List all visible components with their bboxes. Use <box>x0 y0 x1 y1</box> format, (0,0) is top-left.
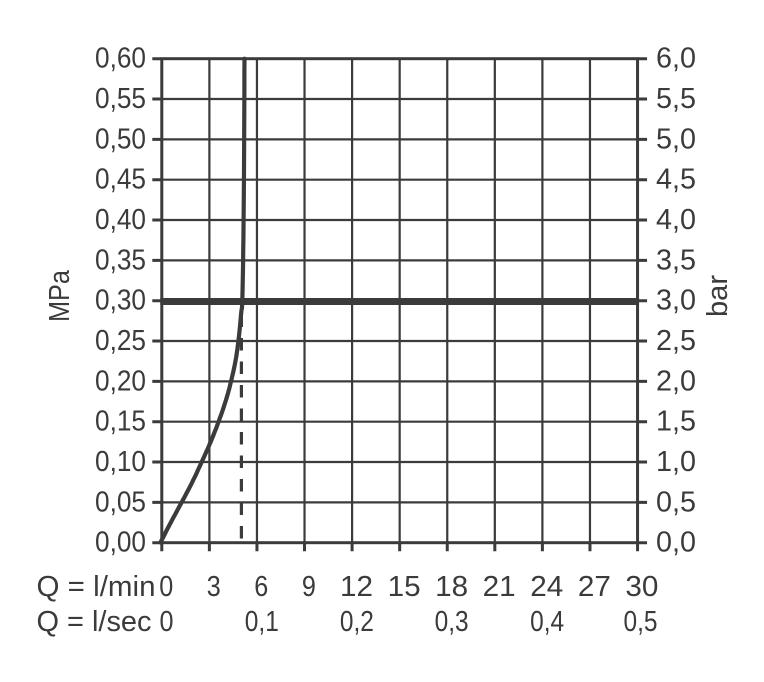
svg-text:1,5: 1,5 <box>656 406 696 438</box>
svg-text:9: 9 <box>302 571 316 603</box>
svg-text:Q = l/min: Q = l/min <box>37 571 156 603</box>
svg-text:12: 12 <box>340 571 373 603</box>
svg-text:3,0: 3,0 <box>656 285 696 317</box>
svg-text:4,0: 4,0 <box>656 204 696 236</box>
svg-text:5,5: 5,5 <box>656 83 696 115</box>
svg-text:18: 18 <box>435 571 468 603</box>
svg-text:0,50: 0,50 <box>95 123 146 155</box>
svg-text:0,5: 0,5 <box>656 486 696 518</box>
svg-text:0,55: 0,55 <box>95 83 146 115</box>
svg-text:0,05: 0,05 <box>95 486 146 518</box>
svg-text:2,0: 2,0 <box>656 365 696 397</box>
svg-text:6: 6 <box>254 571 268 603</box>
svg-text:15: 15 <box>388 571 421 603</box>
svg-text:24: 24 <box>530 571 563 603</box>
svg-text:27: 27 <box>578 571 611 603</box>
svg-text:0,4: 0,4 <box>530 606 564 638</box>
svg-text:0,35: 0,35 <box>95 244 146 276</box>
svg-text:bar: bar <box>702 275 734 317</box>
svg-text:0,40: 0,40 <box>95 204 146 236</box>
svg-text:6,0: 6,0 <box>656 43 696 75</box>
svg-text:0,30: 0,30 <box>95 285 146 317</box>
svg-text:Q = l/sec: Q = l/sec <box>37 606 152 638</box>
svg-text:0,45: 0,45 <box>95 164 146 196</box>
svg-text:0,10: 0,10 <box>95 446 146 478</box>
svg-text:21: 21 <box>483 571 516 603</box>
svg-text:0: 0 <box>160 606 174 638</box>
svg-text:0,5: 0,5 <box>624 606 658 638</box>
svg-text:0,25: 0,25 <box>95 325 146 357</box>
svg-text:0,15: 0,15 <box>95 406 146 438</box>
svg-text:0,00: 0,00 <box>95 527 146 559</box>
svg-text:MPa: MPa <box>44 269 76 322</box>
svg-text:0: 0 <box>159 571 173 603</box>
svg-text:3,5: 3,5 <box>656 244 696 276</box>
svg-text:0,60: 0,60 <box>95 43 146 75</box>
svg-text:4,5: 4,5 <box>656 164 696 196</box>
svg-text:30: 30 <box>625 571 658 603</box>
svg-text:0,3: 0,3 <box>435 606 469 638</box>
svg-text:5,0: 5,0 <box>656 123 696 155</box>
svg-text:1,0: 1,0 <box>656 446 696 478</box>
svg-text:0,0: 0,0 <box>656 527 696 559</box>
svg-text:0,20: 0,20 <box>95 365 146 397</box>
svg-text:3: 3 <box>207 571 221 603</box>
svg-text:0,1: 0,1 <box>245 606 279 638</box>
svg-text:0,2: 0,2 <box>340 606 374 638</box>
svg-text:2,5: 2,5 <box>656 325 696 357</box>
